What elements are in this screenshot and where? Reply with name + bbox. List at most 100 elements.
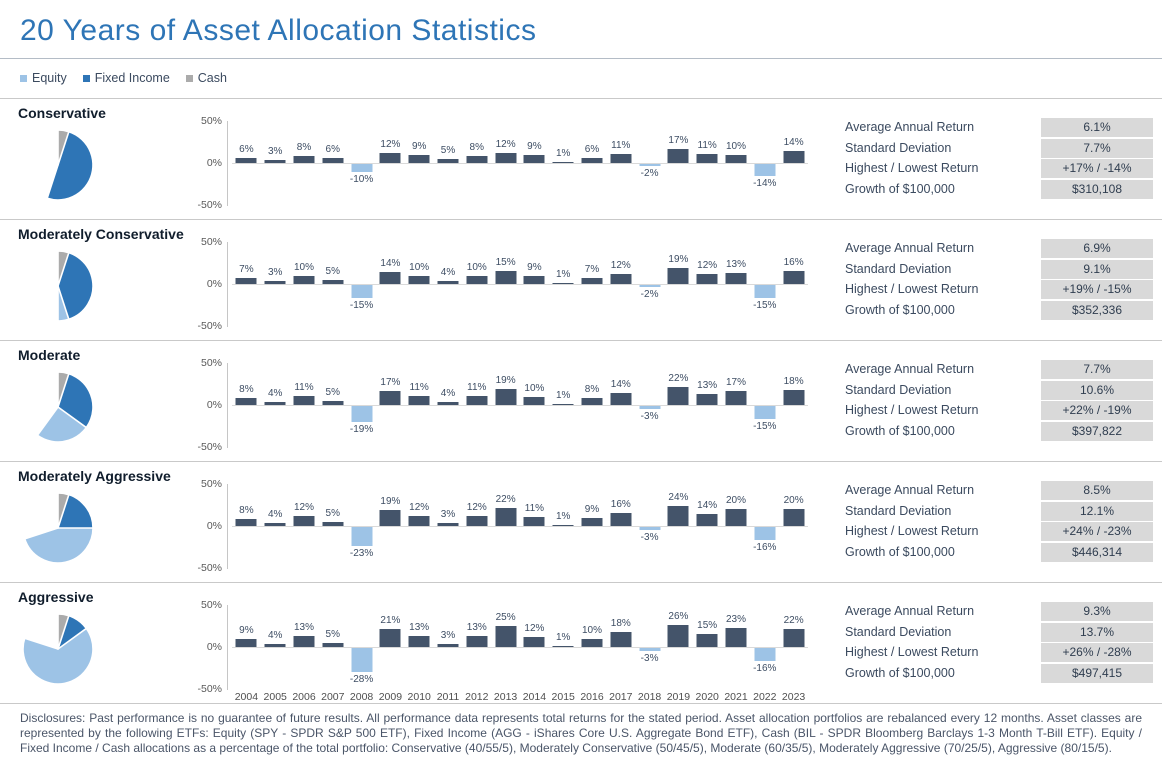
bar-value-label: -15%	[349, 299, 374, 311]
bar-value-label: 21%	[380, 615, 401, 627]
portfolio-rows: Conservative 50% 0% -50% 6% 3% 8% 6% -10% 12%…	[0, 99, 1162, 704]
bar-positive	[667, 625, 689, 647]
stat-row: Highest / Lowest Return +17% / -14%	[845, 159, 1153, 179]
bar-positive	[523, 155, 545, 163]
bar-slot: 3%	[261, 242, 290, 326]
bar-value-label: -16%	[753, 663, 777, 675]
stat-label: Highest / Lowest Return	[845, 645, 979, 659]
stat-value: 12.1%	[1041, 501, 1153, 521]
bar-slot: 12%	[290, 484, 319, 568]
x-axis-year-label: 2004	[234, 691, 259, 703]
y-axis-tick-bottom: -50%	[197, 320, 222, 332]
bar-value-label: 12%	[610, 259, 631, 271]
bar-value-label: 20%	[725, 495, 746, 507]
bar-plot: 8% 4% 11% 5% -19% 17% 11% 4% 11% 19% 10% 1% 8% 14% -3%…	[232, 363, 808, 447]
stat-row: Standard Deviation 7.7%	[845, 138, 1153, 159]
bar-positive	[552, 646, 574, 647]
bar-slot: 12%	[462, 484, 491, 568]
legend-item: Fixed Income	[82, 71, 170, 85]
bar-value-label: 10%	[409, 261, 430, 273]
bar-positive	[552, 162, 574, 163]
bar-value-label: 9%	[527, 141, 542, 153]
bar-value-label: 6%	[239, 143, 254, 155]
stat-value: 6.1%	[1041, 118, 1153, 138]
pie-slice	[57, 129, 70, 166]
bar-positive	[523, 396, 545, 405]
returns-bar-chart: 50% 0% -50% 9% 4% 13% 5% -28% 21% 13% 3% 13% 25% 1…	[186, 591, 826, 704]
header: 20 Years of Asset Allocation Statistics	[0, 0, 1162, 59]
stat-row: Standard Deviation 10.6%	[845, 380, 1153, 401]
stat-label: Highest / Lowest Return	[845, 282, 979, 296]
bar-slot: 10%	[520, 363, 549, 447]
y-axis-tick-bottom: -50%	[197, 441, 222, 453]
x-axis-year-label: 2017	[609, 691, 633, 703]
y-axis-line	[227, 121, 228, 206]
bar-value-label: 23%	[725, 613, 746, 625]
bar-slot: 13%	[405, 605, 434, 689]
bar-slot: 1%	[549, 484, 578, 568]
bar-positive	[667, 386, 689, 405]
portfolio-row: Moderately Conservative 50% 0% -50% 7% 3%…	[0, 220, 1162, 341]
bar-value-label: -2%	[640, 288, 659, 300]
bar-positive	[610, 273, 632, 284]
x-axis-year-label: 2020	[695, 691, 719, 703]
bar-slot: -15%	[347, 242, 376, 326]
stat-value: 13.7%	[1041, 622, 1153, 642]
bar-positive	[293, 515, 315, 526]
stat-row: Highest / Lowest Return +26% / -28%	[845, 643, 1153, 663]
bar-positive	[408, 636, 430, 647]
bar-value-label: 12%	[380, 138, 401, 150]
y-axis-tick-top: 50%	[200, 599, 222, 611]
stat-value: $446,314	[1041, 542, 1153, 562]
stats: Average Annual Return 6.9% Standard Deviat…	[845, 239, 1153, 321]
bar-slot: 8%	[232, 363, 261, 447]
returns-bar-chart: 50% 0% -50% 8% 4% 12% 5% -23% 19% 12% 3% 12% 22% 1…	[186, 470, 826, 583]
bar-slot: 9%	[405, 121, 434, 205]
bar-positive	[581, 278, 603, 284]
bar-slot: 12%	[405, 484, 434, 568]
bar-slot: 5%	[434, 121, 463, 205]
y-axis-line	[227, 242, 228, 327]
stat-row: Growth of $100,000 $352,336	[845, 300, 1153, 321]
zero-gridline	[232, 647, 808, 648]
bar-slot: 4%	[261, 363, 290, 447]
stats: Average Annual Return 8.5% Standard Deviat…	[845, 481, 1153, 563]
bar-positive	[264, 401, 286, 405]
bar-slot: 17%	[722, 363, 751, 447]
bar-slot: 10%	[405, 242, 434, 326]
stat-value: 10.6%	[1041, 380, 1153, 400]
bar-positive	[235, 157, 257, 163]
bar-value-label: -15%	[753, 299, 777, 311]
bar-value-label: 22%	[668, 372, 689, 384]
bar-value-label: 8%	[584, 384, 600, 396]
bar-slot: -19%	[347, 363, 376, 447]
bar-positive	[783, 151, 805, 163]
bar-value-label: 3%	[267, 267, 283, 279]
bar-positive	[293, 395, 315, 405]
bar-positive	[696, 394, 718, 405]
stat-row: Average Annual Return 9.3%	[845, 602, 1153, 622]
x-axis-year-label: 2022	[753, 691, 777, 703]
bar-slot: 19%	[664, 242, 693, 326]
bar-slot: 9%	[520, 242, 549, 326]
stat-label: Standard Deviation	[845, 382, 952, 397]
bar-positive	[437, 158, 459, 163]
bar-positive	[696, 273, 718, 284]
bar-positive	[408, 395, 430, 405]
stat-label: Average Annual Return	[845, 120, 975, 134]
bar-positive	[581, 518, 603, 526]
bar-positive	[264, 160, 286, 163]
bar-positive	[495, 507, 517, 526]
bar-value-label: 22%	[495, 493, 516, 505]
bar-value-label: 9%	[527, 262, 542, 274]
bar-positive	[667, 148, 689, 163]
bar-slot: 16%	[779, 242, 808, 326]
bar-value-label: 5%	[325, 507, 341, 519]
stat-row: Average Annual Return 7.7%	[845, 360, 1153, 380]
stat-label: Highest / Lowest Return	[845, 161, 979, 175]
bar-slot: 12%	[491, 121, 520, 205]
bar-value-label: 11%	[611, 139, 631, 151]
bar-positive	[552, 404, 574, 405]
legend-swatch	[20, 74, 27, 82]
bar-positive	[235, 278, 257, 284]
